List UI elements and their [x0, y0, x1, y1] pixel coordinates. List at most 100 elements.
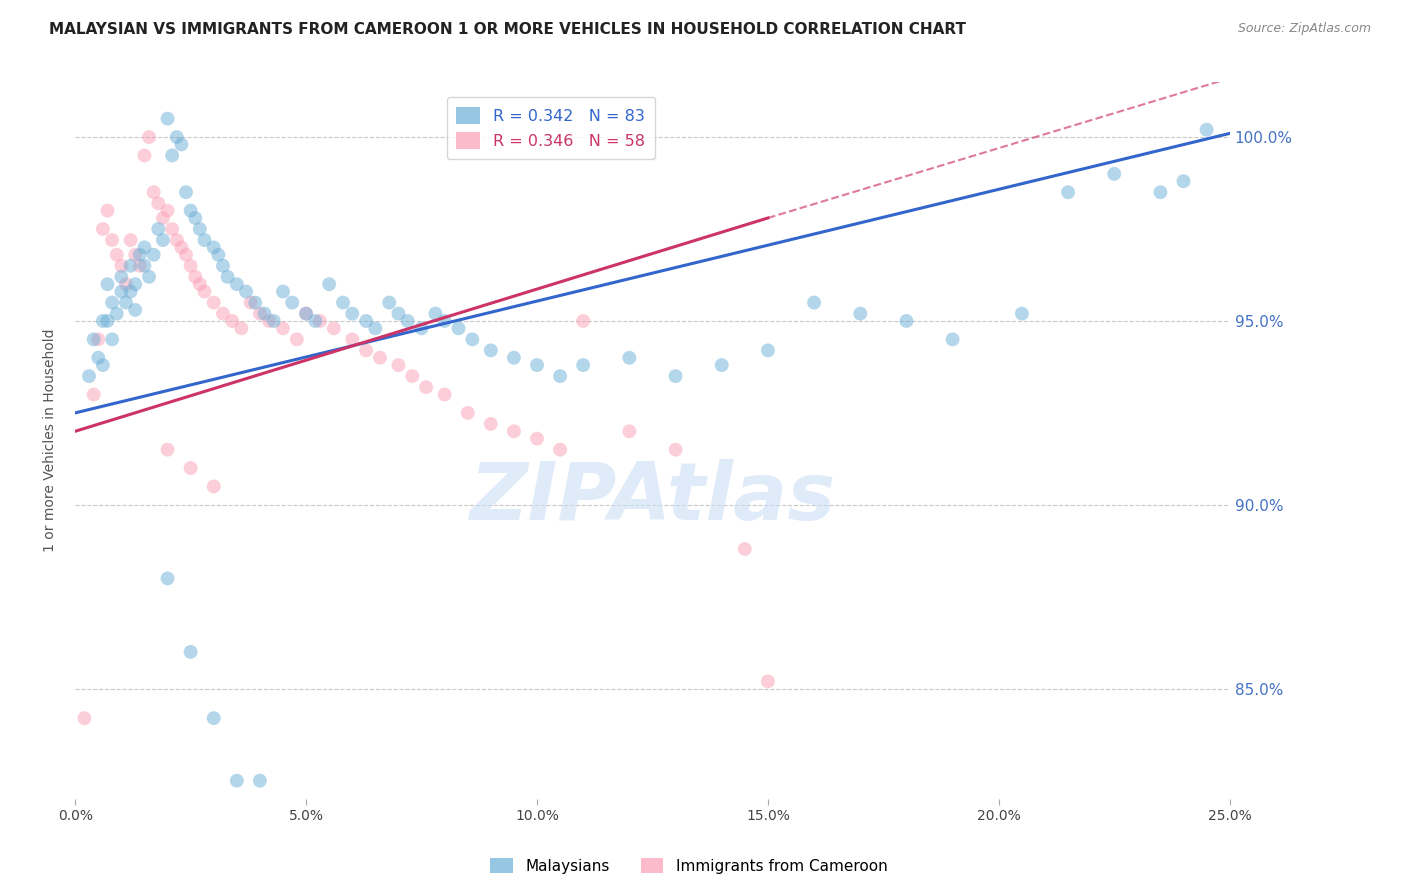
Point: [309, 314, 332, 328]
Point: [160, 148, 183, 162]
Point: [120, 233, 142, 247]
Point: [202, 295, 225, 310]
Point: [342, 307, 364, 321]
Point: [83, 332, 105, 346]
Point: [96, 277, 118, 292]
Point: [91, 358, 114, 372]
Legend: R = 0.342   N = 83, R = 0.346   N = 58: R = 0.342 N = 83, R = 0.346 N = 58: [447, 97, 655, 159]
Point: [896, 314, 918, 328]
Point: [134, 240, 156, 254]
Point: [548, 442, 571, 457]
Point: [170, 240, 193, 254]
Point: [142, 248, 165, 262]
Point: [128, 248, 150, 262]
Point: [619, 425, 641, 439]
Point: [354, 343, 377, 358]
Point: [411, 321, 433, 335]
Point: [193, 285, 215, 299]
Point: [433, 314, 456, 328]
Point: [120, 285, 142, 299]
Point: [245, 295, 267, 310]
Point: [396, 314, 419, 328]
Point: [207, 248, 229, 262]
Point: [91, 222, 114, 236]
Point: [281, 295, 304, 310]
Point: [263, 314, 285, 328]
Point: [124, 248, 146, 262]
Point: [425, 307, 447, 321]
Point: [221, 314, 243, 328]
Text: Source: ZipAtlas.com: Source: ZipAtlas.com: [1237, 22, 1371, 36]
Point: [548, 369, 571, 384]
Point: [170, 137, 193, 152]
Point: [572, 358, 595, 372]
Point: [217, 269, 239, 284]
Point: [96, 203, 118, 218]
Point: [110, 269, 132, 284]
Point: [188, 222, 211, 236]
Text: MALAYSIAN VS IMMIGRANTS FROM CAMEROON 1 OR MORE VEHICLES IN HOUSEHOLD CORRELATIO: MALAYSIAN VS IMMIGRANTS FROM CAMEROON 1 …: [49, 22, 966, 37]
Point: [664, 442, 686, 457]
Point: [253, 307, 276, 321]
Point: [526, 358, 548, 372]
Point: [202, 479, 225, 493]
Point: [849, 307, 872, 321]
Point: [101, 332, 124, 346]
Point: [479, 343, 502, 358]
Point: [156, 442, 179, 457]
Point: [193, 233, 215, 247]
Point: [212, 259, 235, 273]
Point: [572, 314, 595, 328]
Point: [156, 571, 179, 585]
Point: [1173, 174, 1195, 188]
Point: [304, 314, 326, 328]
Point: [134, 259, 156, 273]
Point: [115, 277, 138, 292]
Point: [148, 196, 170, 211]
Point: [803, 295, 825, 310]
Point: [225, 773, 247, 788]
Point: [180, 645, 202, 659]
Point: [202, 240, 225, 254]
Point: [368, 351, 391, 365]
Point: [342, 332, 364, 346]
Point: [120, 259, 142, 273]
Point: [447, 321, 470, 335]
Point: [180, 461, 202, 475]
Point: [271, 321, 294, 335]
Point: [124, 277, 146, 292]
Point: [415, 380, 437, 394]
Point: [184, 269, 207, 284]
Point: [364, 321, 387, 335]
Point: [138, 269, 160, 284]
Point: [96, 314, 118, 328]
Point: [1104, 167, 1126, 181]
Point: [526, 432, 548, 446]
Point: [322, 321, 344, 335]
Point: [249, 773, 271, 788]
Point: [83, 387, 105, 401]
Point: [401, 369, 423, 384]
Point: [942, 332, 965, 346]
Text: ZIPAtlas: ZIPAtlas: [470, 458, 835, 537]
Point: [433, 387, 456, 401]
Point: [152, 233, 174, 247]
Point: [105, 248, 128, 262]
Point: [166, 233, 188, 247]
Point: [239, 295, 262, 310]
Point: [378, 295, 401, 310]
Point: [105, 307, 128, 321]
Point: [225, 277, 247, 292]
Point: [180, 203, 202, 218]
Point: [101, 233, 124, 247]
Point: [174, 248, 197, 262]
Point: [664, 369, 686, 384]
Point: [1149, 186, 1171, 200]
Point: [249, 307, 271, 321]
Point: [87, 332, 110, 346]
Point: [73, 711, 96, 725]
Point: [148, 222, 170, 236]
Point: [142, 186, 165, 200]
Point: [332, 295, 354, 310]
Point: [387, 307, 409, 321]
